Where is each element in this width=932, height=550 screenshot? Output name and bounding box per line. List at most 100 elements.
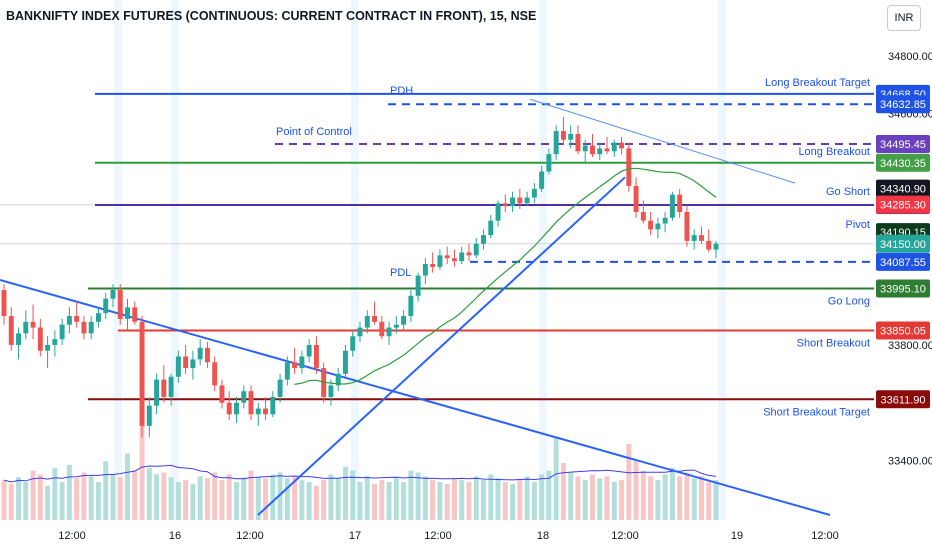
level-price-tag	[876, 95, 930, 114]
time-tick-label: 17	[349, 530, 361, 542]
volume-bar	[183, 480, 189, 520]
candle-body	[626, 148, 632, 186]
moving-average-lines	[294, 167, 717, 385]
volume-bar	[524, 476, 530, 520]
volume-bar	[45, 485, 51, 520]
candle-body	[342, 350, 348, 374]
candle-body	[677, 194, 683, 212]
candle-body	[190, 359, 196, 369]
price-tag-text: 33850.05	[880, 325, 926, 337]
candle-body	[590, 145, 595, 155]
volume-bar	[401, 482, 407, 520]
level-label: Go Short	[826, 186, 870, 198]
volume-bar	[560, 463, 566, 520]
volume-bar	[611, 482, 617, 520]
volume-bar	[241, 477, 247, 520]
candle-body	[23, 321, 29, 334]
volume-bar	[422, 476, 428, 520]
candle-body	[415, 275, 421, 296]
candle-body	[117, 290, 123, 319]
candle-body	[604, 148, 610, 152]
volume-bar	[74, 478, 80, 520]
candle-body	[263, 408, 269, 415]
volume-bar	[633, 461, 639, 520]
volume-bar	[8, 483, 14, 520]
candle-body	[364, 316, 370, 328]
candle-body	[306, 344, 312, 357]
price-tag-text: 33611.90	[880, 394, 925, 406]
candle-body	[52, 339, 58, 345]
volume-bar	[263, 478, 269, 520]
price-tag-text: 34430.35	[880, 158, 926, 170]
volume-bar	[66, 464, 72, 520]
volume-bar	[1, 480, 7, 520]
candle-body	[393, 324, 399, 328]
volume-bar	[473, 476, 479, 520]
level-label: Long Breakout	[798, 146, 870, 158]
candle-body	[161, 379, 167, 397]
volume-bar	[125, 453, 130, 520]
volume-bar	[415, 472, 421, 520]
candle-body	[546, 154, 552, 172]
candle-body	[74, 316, 80, 322]
candle-body	[146, 405, 152, 426]
price-tag-text: 34150.00	[880, 239, 926, 251]
volume-bar	[226, 474, 232, 520]
time-tick-label: 18	[537, 530, 549, 542]
time-tick-label: 12:00	[611, 530, 639, 542]
volume-bar	[219, 480, 225, 520]
volume-bar	[59, 482, 65, 520]
level-label: Point of Control	[276, 126, 352, 138]
price-tick-label: 34800.00	[888, 51, 932, 63]
candle-body	[175, 356, 181, 377]
volume-bar	[393, 478, 399, 520]
volume-bar	[154, 474, 160, 520]
resistance-trendline	[529, 98, 796, 184]
price-tag	[876, 195, 930, 214]
candle-body	[437, 255, 443, 267]
candle-body	[495, 203, 501, 221]
volume-bar	[175, 482, 181, 520]
volume-bar	[481, 480, 486, 520]
volume-bar	[197, 476, 203, 520]
volume-bar	[81, 472, 87, 520]
price-axis: 34800.0034600.0033800.0033400.0034668.50…	[874, 0, 932, 550]
volume-bar	[488, 474, 494, 520]
volume-bar	[590, 474, 595, 520]
volume-bar	[139, 425, 145, 520]
candle-body	[669, 194, 675, 218]
volume-bar	[328, 474, 334, 520]
candle-body	[488, 220, 494, 236]
candle-body	[241, 391, 247, 403]
currency-button[interactable]: INR	[887, 5, 921, 31]
volume-bar	[30, 470, 36, 520]
ascending-trendline	[257, 176, 626, 516]
candle-body	[444, 255, 450, 259]
volume-bar	[146, 467, 152, 520]
candle-body	[248, 391, 254, 415]
level-price-tag	[876, 279, 930, 298]
volume-bar	[270, 474, 276, 520]
level-label: Long Breakout Target	[765, 77, 870, 89]
candle-body	[335, 373, 341, 386]
candle-body	[706, 240, 712, 250]
level-price-tag	[876, 252, 930, 271]
candle-body	[502, 203, 508, 207]
level-label: Short Breakout	[797, 337, 870, 349]
volume-bar	[335, 478, 341, 520]
price-tag-text: 33995.10	[880, 284, 926, 296]
candle-body	[408, 295, 414, 317]
volume-bar	[313, 485, 319, 520]
chart-title: BANKNIFTY INDEX FUTURES (CONTINUOUS: CUR…	[6, 9, 537, 23]
session-separator	[539, 0, 547, 520]
candle-body	[270, 396, 276, 415]
price-tag-text: 34285.30	[880, 200, 926, 212]
candle-body	[539, 171, 545, 189]
volume-bar	[444, 483, 450, 520]
candle-body	[379, 321, 385, 337]
volume-bar	[306, 482, 312, 520]
candle-body	[611, 142, 617, 152]
session-separator	[171, 0, 179, 520]
level-price-tag	[876, 321, 930, 340]
